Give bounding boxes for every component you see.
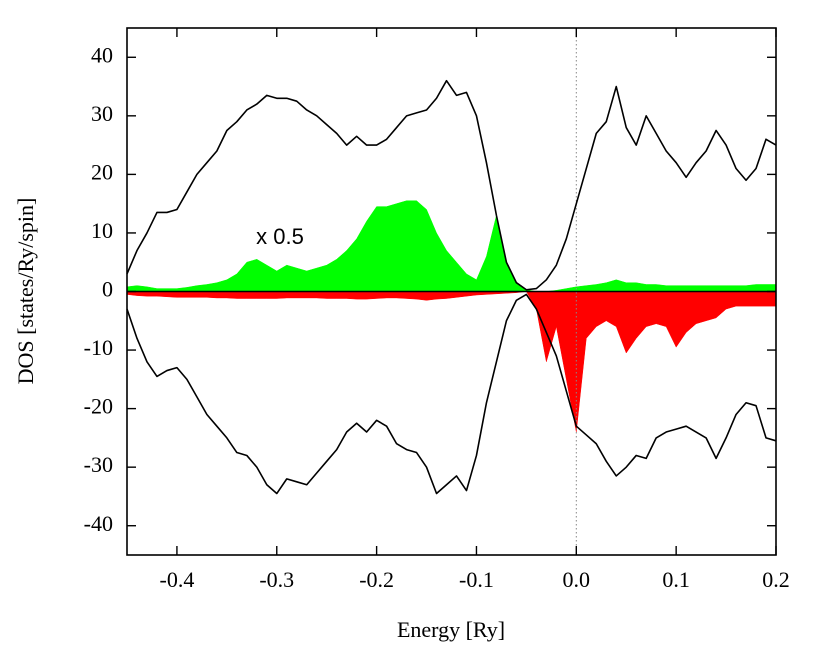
area	[126, 291, 777, 433]
y-tick-label: 30	[91, 101, 113, 126]
y-tick-label: 10	[91, 218, 113, 243]
x-tick-label: 0.1	[662, 567, 690, 592]
y-tick-label: -20	[84, 394, 113, 419]
y-tick-label: 40	[91, 42, 113, 67]
area	[126, 200, 777, 292]
x-tick-label: -0.1	[459, 567, 494, 592]
x-tick-label: 0.0	[563, 567, 591, 592]
y-axis-label: DOS [states/Ry/spin]	[13, 198, 38, 385]
y-tick-label: 20	[91, 159, 113, 184]
x-tick-label: -0.2	[359, 567, 394, 592]
line	[126, 293, 777, 495]
y-tick-label: 0	[102, 277, 113, 302]
x-tick-label: -0.3	[259, 567, 294, 592]
y-tick-label: -10	[84, 335, 113, 360]
annotation: x 0.5	[256, 224, 304, 249]
x-tick-label: 0.2	[762, 567, 790, 592]
y-tick-label: -30	[84, 452, 113, 477]
y-tick-label: -40	[84, 511, 113, 536]
line	[126, 79, 777, 291]
x-axis-label: Energy [Ry]	[397, 617, 505, 642]
x-tick-label: -0.4	[160, 567, 195, 592]
